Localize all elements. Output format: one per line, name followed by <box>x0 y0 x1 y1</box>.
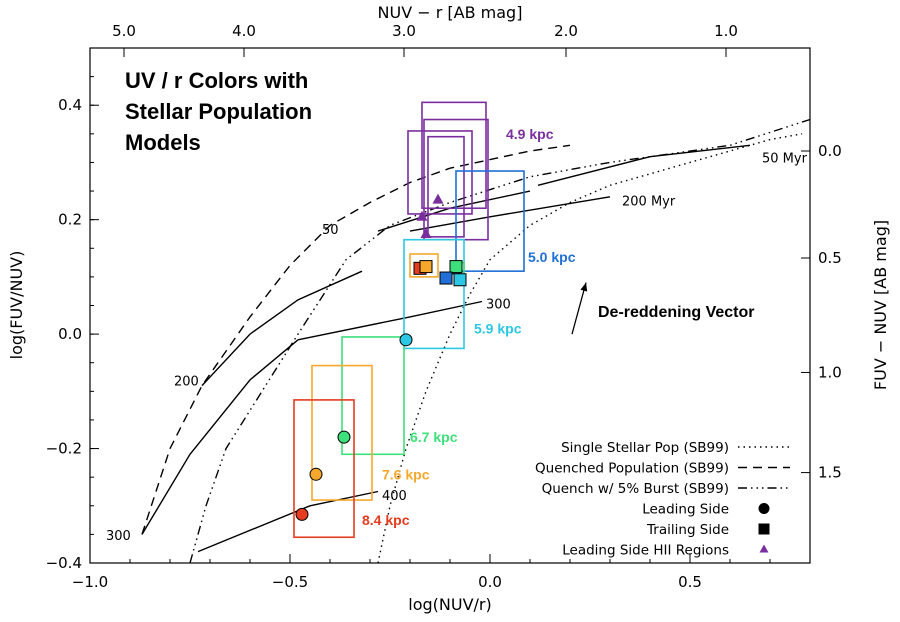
box-label: 5.9 kpc <box>474 320 522 336</box>
region-box <box>341 336 405 456</box>
curve-dashed <box>141 144 571 535</box>
region-box <box>427 135 465 238</box>
legend-circle-symbol <box>758 503 770 514</box>
hii-region-point <box>416 210 428 221</box>
isochrone-label: 200 <box>174 375 199 390</box>
right-tick-label: 1.5 <box>818 464 842 482</box>
isochrones: 50 Myr 50 200 Myr 200 300 300 400 <box>106 144 808 553</box>
box-label: 6.7 kpc <box>410 429 458 445</box>
isochrone-line <box>141 339 299 535</box>
isochrone-line <box>201 270 363 387</box>
isochrone-label: 200 Myr <box>622 194 676 209</box>
legend-label: Quenched Population (SB99) <box>535 461 729 477</box>
title-line-3: Models <box>125 130 201 155</box>
y-tick-label: 0.4 <box>58 96 82 114</box>
right-tick-label: 1.0 <box>818 363 842 381</box>
hii-region-point <box>432 193 444 204</box>
region-box <box>311 364 373 501</box>
legend-label: Leading Side <box>642 502 729 518</box>
region-box <box>421 101 487 210</box>
y-tick-label: 0.2 <box>58 211 82 229</box>
y-tick-label: −0.2 <box>46 440 82 458</box>
isochrone-label: 300 <box>486 297 511 312</box>
y-axis-label: log(FUV/NUV) <box>7 251 26 360</box>
trailing-side-point <box>439 271 453 285</box>
box-label: 8.4 kpc <box>362 512 410 528</box>
x-tick-label: 0.5 <box>678 573 702 591</box>
x-tick-label: −0.5 <box>272 573 308 591</box>
isochrone-line <box>297 300 483 341</box>
vector-label: De-reddening Vector <box>598 304 754 321</box>
legend-label: Leading Side HII Regions <box>562 543 729 559</box>
chart-title: UV / r Colors with Stellar Population Mo… <box>125 68 312 155</box>
hii-region-point <box>420 227 432 238</box>
radial-boxes: 4.9 kpc 5.0 kpc 5.9 kpc 6.7 kpc 7.6 kpc 8.4 k… <box>293 101 576 539</box>
dereddening-vector: De-reddening Vector <box>571 282 754 335</box>
leading-side-point <box>295 507 309 521</box>
axis-ticks: −1.0 −0.5 0.0 0.5 −0.4 −0.2 0.0 0.2 0.4 5.0 4.0 3.0… <box>46 22 842 591</box>
right-tick-label: 0.0 <box>818 142 842 160</box>
top-axis-label: NUV − r [AB mag] <box>378 3 523 22</box>
box-label: 4.9 kpc <box>506 126 554 142</box>
y-tick-label: −0.4 <box>46 554 82 572</box>
isochrone-line <box>197 490 379 553</box>
leading-side-point <box>309 467 323 481</box>
isochrone-label: 50 <box>322 223 339 238</box>
vector-line <box>571 282 587 335</box>
legend-triangle-symbol <box>759 544 769 553</box>
title-line-1: UV / r Colors with <box>125 68 308 93</box>
vector-arrowhead <box>580 282 588 292</box>
x-axis-label: log(NUV/r) <box>408 595 491 614</box>
leading-side-point <box>337 430 351 444</box>
top-tick-label: 2.0 <box>554 22 578 40</box>
trailing-side-point <box>419 260 433 274</box>
legend-label: Trailing Side <box>646 522 729 538</box>
isochrone-line <box>377 190 531 232</box>
right-axis-label: FUV − NUV [AB mag] <box>871 220 890 390</box>
box-label: 7.6 kpc <box>382 466 430 482</box>
top-tick-label: 1.0 <box>714 22 738 40</box>
leading-side-point <box>399 333 413 347</box>
legend-square-symbol <box>758 523 770 535</box>
isochrone-label: 400 <box>382 489 407 504</box>
region-box <box>403 238 465 350</box>
region-box <box>293 399 355 539</box>
curve-dashdot <box>189 118 810 563</box>
data-points <box>295 193 467 521</box>
right-tick-label: 0.5 <box>818 249 842 267</box>
model-curves <box>141 118 810 563</box>
isochrone-line <box>409 196 611 232</box>
curve-dotted <box>377 133 803 563</box>
top-tick-label: 3.0 <box>392 22 416 40</box>
legend-label: Quench w/ 5% Burst (SB99) <box>542 481 729 497</box>
top-tick-label: 4.0 <box>232 22 256 40</box>
top-tick-label: 5.0 <box>112 22 136 40</box>
trailing-side-point <box>453 273 467 287</box>
region-box <box>407 130 473 215</box>
title-line-2: Stellar Population <box>125 99 312 124</box>
trailing-side-point <box>449 260 463 274</box>
legend: Single Stellar Pop (SB99) Quenched Popula… <box>535 440 790 559</box>
isochrone-label: 300 <box>106 529 131 544</box>
y-tick-label: 0.0 <box>58 325 82 343</box>
legend-label: Single Stellar Pop (SB99) <box>561 440 729 456</box>
x-tick-label: 0.0 <box>478 573 502 591</box>
isochrone-label: 50 Myr <box>762 151 808 166</box>
isochrone-line <box>537 144 751 186</box>
box-label: 5.0 kpc <box>528 249 576 265</box>
region-box <box>455 170 525 272</box>
region-box <box>409 253 439 278</box>
x-tick-label: −1.0 <box>72 573 108 591</box>
